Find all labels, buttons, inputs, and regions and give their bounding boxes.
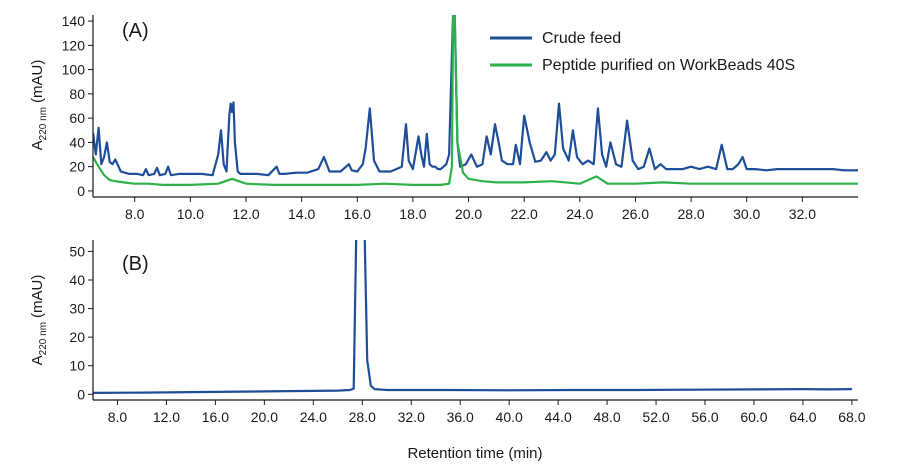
panel-b-lines: [93, 240, 852, 394]
panel-b-x-tick-label: 68.0: [838, 409, 865, 425]
panel-a-x-tick-label: 12.0: [232, 206, 259, 222]
panel-a-y-tick-label: 60: [69, 110, 85, 126]
panel-b-x-tick-label: 36.0: [447, 409, 474, 425]
panel-a-x-tick-label: 8.0: [125, 206, 145, 222]
panel-b-y-axis: 0 10 20 30 40 50: [69, 240, 94, 402]
panel-a-x-tick-label: 26.0: [622, 206, 649, 222]
panel-a-y-tick-label: 0: [77, 183, 85, 199]
panel-b-series-0-line: [93, 240, 852, 394]
panel-b-x-tick-label: 64.0: [789, 409, 816, 425]
x-axis-title: Retention time (min): [407, 445, 542, 462]
panel-a-x-tick-label: 16.0: [344, 206, 371, 222]
panel-b-x-tick-label: 16.0: [202, 409, 229, 425]
panel-b-y-tick-label: 20: [69, 329, 85, 345]
panel-a-y-tick-label: 140: [62, 13, 86, 29]
panel-b-y-tick-label: 30: [69, 301, 85, 317]
panel-b-x-tick-label: 48.0: [593, 409, 620, 425]
panel-a-x-tick-label: 20.0: [455, 206, 482, 222]
panel-a-series-0-line: [93, 15, 858, 177]
panel-b-x-tick-label: 8.0: [108, 409, 128, 425]
panel-a-lines: [93, 15, 858, 186]
panel-b-x-tick-label: 32.0: [398, 409, 425, 425]
panel-a-series-1-line: [93, 15, 858, 186]
panel-b-x-tick-label: 40.0: [496, 409, 523, 425]
panel-b-x-tick-label: 20.0: [251, 409, 278, 425]
panel-a-x-tick-label: 30.0: [733, 206, 760, 222]
legend-label-crude-feed: Crude feed: [542, 30, 621, 47]
panel-a-y-tick-label: 20: [69, 159, 85, 175]
panel-b-y-label: A220 nm(mAU): [29, 275, 49, 366]
panel-b-x-tick-label: 24.0: [300, 409, 327, 425]
legend: Crude feed Peptide purified on WorkBeads…: [490, 30, 795, 74]
panel-a-x-axis: 8.0 10.0 12.0 14.0 16.0 18.0 20.0 22.0 24.0 26.0 2…: [93, 196, 858, 222]
panel-b-x-tick-label: 44.0: [544, 409, 571, 425]
panel-b-y-tick-label: 0: [77, 386, 85, 402]
panel-a-x-tick-label: 22.0: [511, 206, 538, 222]
panel-b-y-tick-label: 50: [69, 243, 85, 259]
panel-b-x-tick-label: 56.0: [691, 409, 718, 425]
panel-a-x-tick-label: 10.0: [177, 206, 204, 222]
panel-a-y-tick-label: 120: [62, 37, 86, 53]
panel-b-x-tick-label: 52.0: [642, 409, 669, 425]
panel-a: 0 20 40 60 80 100 120 140 8.0 10.0 12.0 14.0 16.0 18…: [29, 13, 858, 222]
panel-a-label: (A): [122, 20, 149, 42]
panel-b-x-tick-label: 60.0: [740, 409, 767, 425]
panel-b-x-axis: 8.0 12.0 16.0 20.0 24.0 28.0 32.0 36.0 40.0 44.0 4…: [93, 399, 866, 425]
panel-b-label: (B): [122, 253, 149, 275]
panel-a-y-tick-label: 100: [62, 62, 86, 78]
panel-b: 0 10 20 30 40 50 8.0 12.0 16.0 20.0 24.0 28.0 32.0 3…: [29, 240, 866, 462]
panel-b-x-tick-label: 28.0: [349, 409, 376, 425]
panel-a-y-axis: 0 20 40 60 80 100 120 140: [62, 13, 94, 199]
panel-a-x-tick-label: 32.0: [789, 206, 816, 222]
panel-b-y-tick-label: 10: [69, 358, 85, 374]
panel-b-x-tick-label: 12.0: [153, 409, 180, 425]
panel-b-y-tick-label: 40: [69, 272, 85, 288]
panel-a-x-tick-label: 24.0: [566, 206, 593, 222]
panel-a-y-label: A220 nm(mAU): [29, 60, 49, 151]
panel-a-y-tick-label: 40: [69, 134, 85, 150]
panel-a-x-tick-label: 18.0: [399, 206, 426, 222]
panel-a-x-tick-label: 14.0: [288, 206, 315, 222]
panel-a-x-tick-label: 28.0: [677, 206, 704, 222]
panel-a-y-tick-label: 80: [69, 86, 85, 102]
legend-label-purified: Peptide purified on WorkBeads 40S: [542, 57, 795, 74]
